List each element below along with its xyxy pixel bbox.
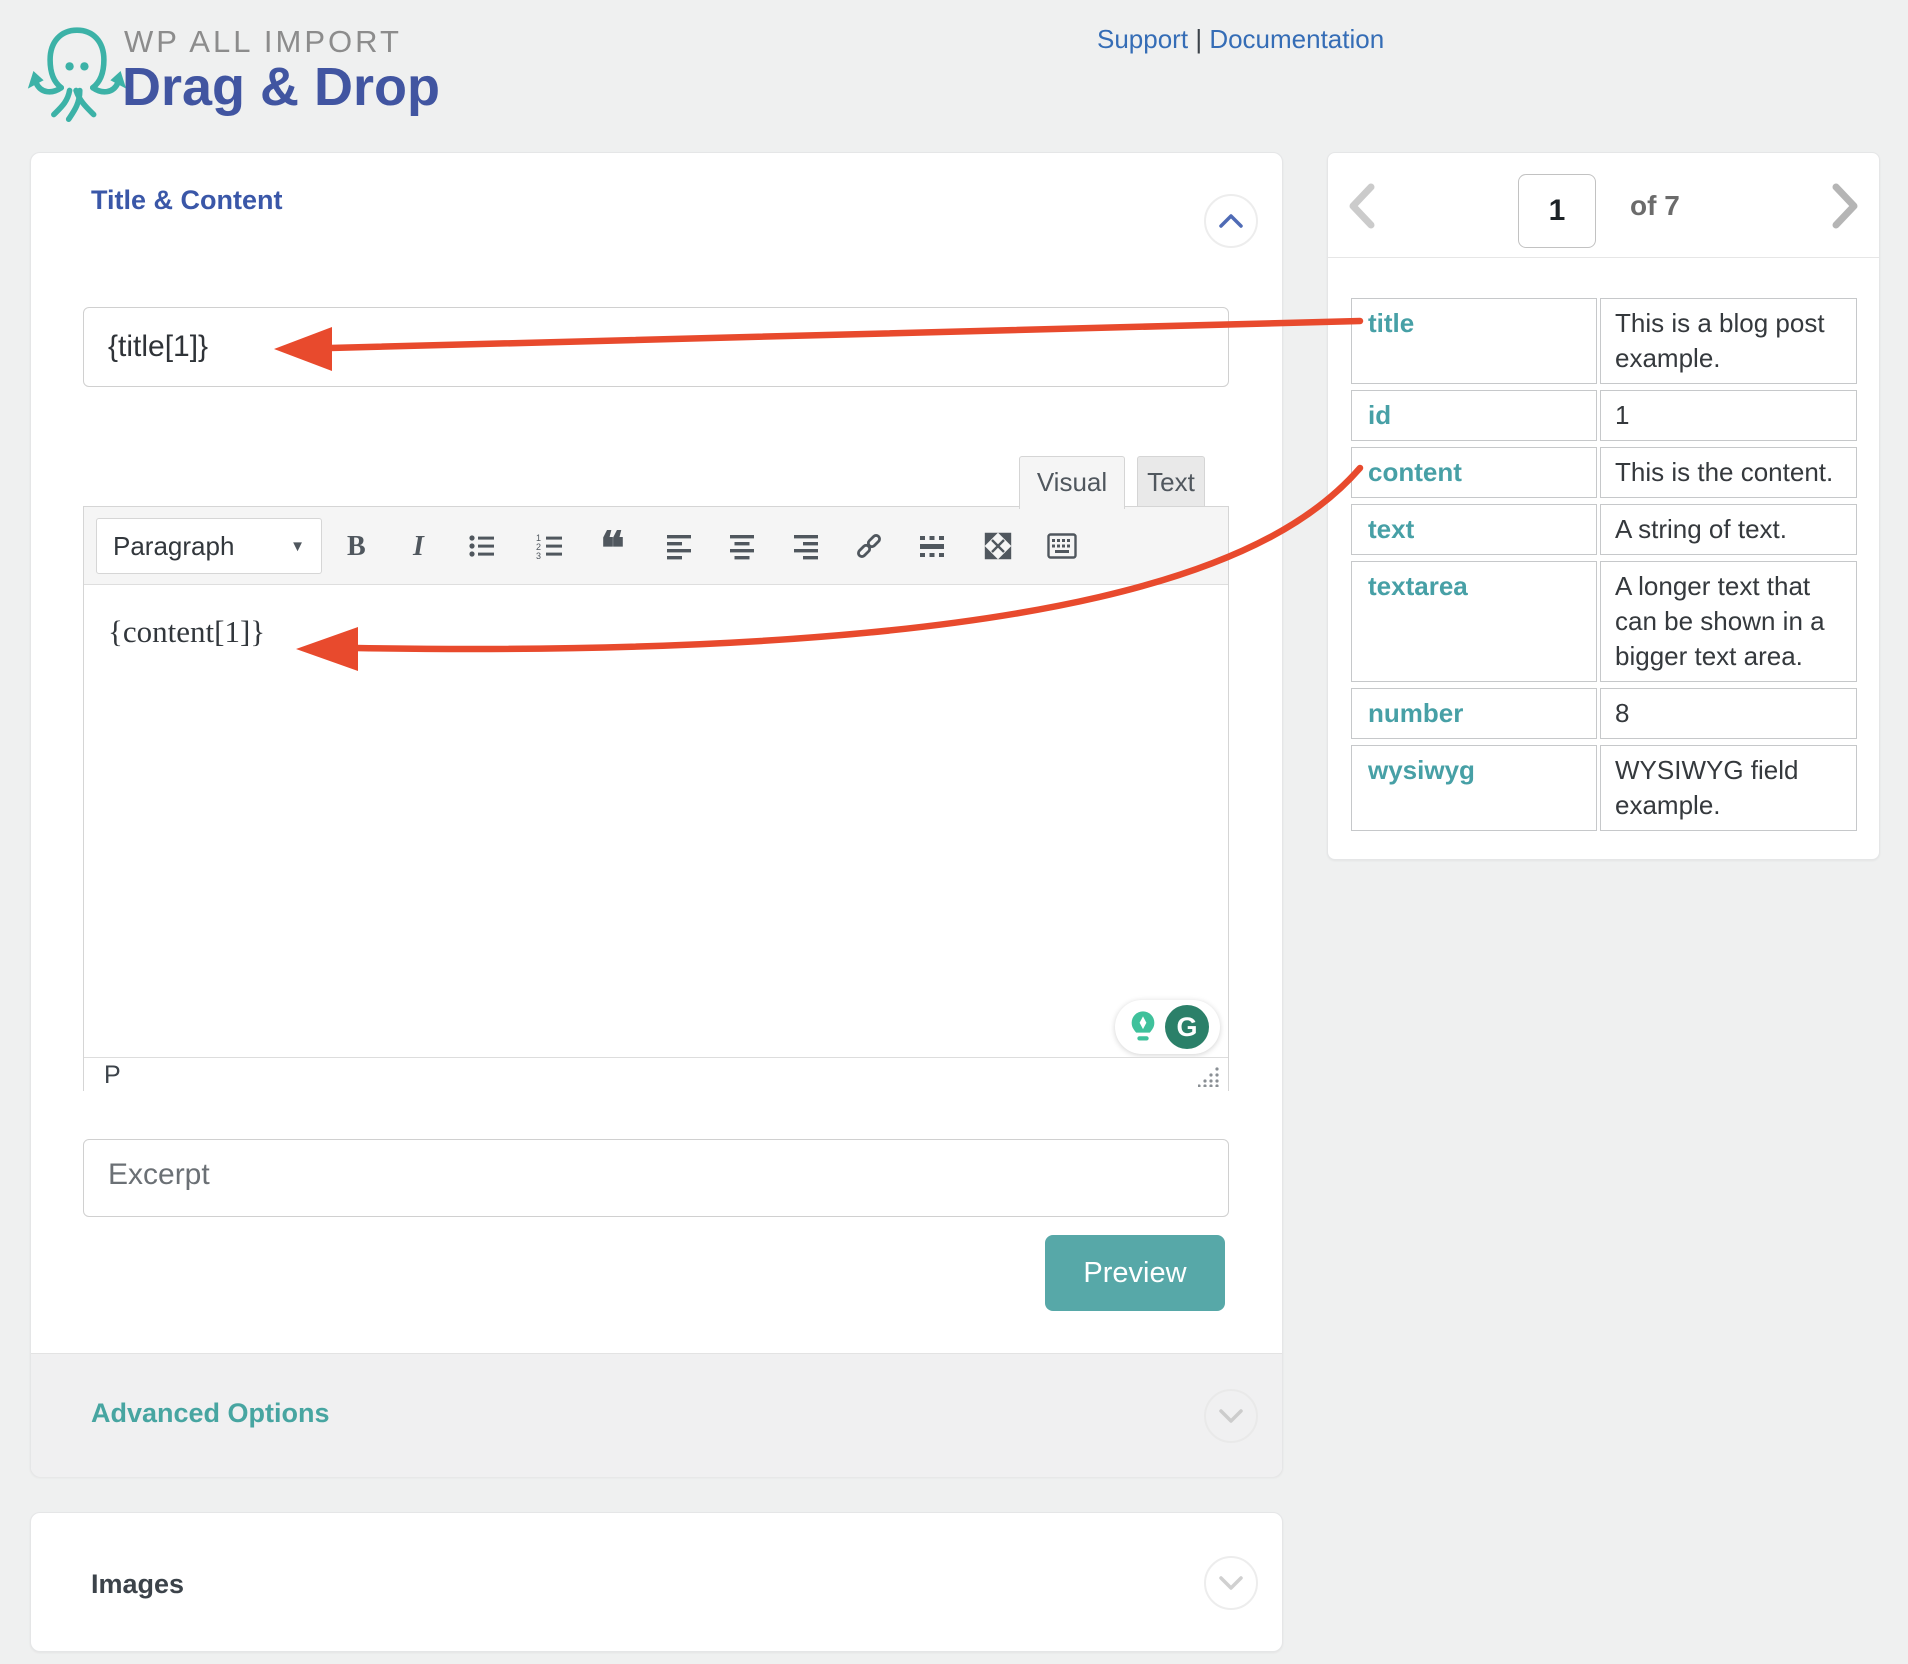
record-fields-table: title This is a blog post example. id 1 … (1351, 298, 1857, 837)
brand-name: WP ALL IMPORT (124, 24, 402, 59)
align-right-button[interactable] (784, 521, 828, 571)
table-row[interactable]: wysiwyg WYSIWYG field example. (1351, 745, 1857, 831)
field-value: 8 (1600, 688, 1857, 739)
excerpt-input[interactable] (83, 1139, 1229, 1217)
link-divider: | (1195, 24, 1203, 54)
field-value: This is a blog post example. (1600, 298, 1857, 384)
toolbar-toggle-icon (1047, 533, 1077, 559)
numbered-list-button[interactable]: 1 2 3 (528, 521, 572, 571)
post-title-input[interactable] (83, 307, 1229, 387)
wysiwyg-editor: Paragraph ▼ B I 1 (83, 506, 1229, 1091)
chevron-down-icon: ▼ (290, 537, 305, 555)
grammarly-icon: G (1165, 1005, 1209, 1049)
italic-icon: I (412, 531, 425, 561)
bulleted-list-icon (469, 535, 494, 557)
grammarly-widget[interactable]: G (1115, 1000, 1220, 1054)
table-row[interactable]: textarea A longer text that can be shown… (1351, 561, 1857, 682)
table-row[interactable]: id 1 (1351, 390, 1857, 441)
tab-visual[interactable]: Visual (1019, 456, 1125, 509)
advanced-options-section: Advanced Options (31, 1353, 1282, 1477)
field-name: text (1351, 504, 1597, 555)
svg-text:❝: ❝ (600, 530, 625, 562)
element-path: P (104, 1061, 121, 1089)
record-total-label: of 7 (1630, 190, 1680, 221)
table-row[interactable]: text A string of text. (1351, 504, 1857, 555)
field-name: textarea (1351, 561, 1597, 682)
align-right-icon (794, 535, 818, 560)
documentation-link[interactable]: Documentation (1209, 24, 1385, 54)
insert-more-tag-icon (920, 536, 944, 557)
svg-text:I: I (412, 531, 425, 561)
field-value: This is the content. (1600, 447, 1857, 498)
header-links: Support | Documentation (1097, 24, 1384, 55)
align-left-button[interactable] (657, 521, 701, 571)
toolbar-toggle-button[interactable] (1040, 521, 1084, 571)
page-title: Drag & Drop (122, 57, 441, 117)
field-value: 1 (1600, 390, 1857, 441)
record-pagination: of 7 (1328, 153, 1879, 258)
title-content-panel: Title & Content Visual Text Paragraph ▼ … (30, 152, 1283, 1477)
field-name: content (1351, 447, 1597, 498)
italic-button[interactable]: I (397, 521, 441, 571)
blockquote-icon: ❝ (600, 530, 625, 562)
previous-record-icon[interactable] (1346, 183, 1376, 229)
chevron-down-icon (1219, 1409, 1243, 1423)
table-row[interactable]: title This is a blog post example. (1351, 298, 1857, 384)
field-name: id (1351, 390, 1597, 441)
expand-images-button[interactable] (1204, 1556, 1258, 1610)
field-name: wysiwyg (1351, 745, 1597, 831)
align-center-icon (730, 535, 754, 560)
expand-advanced-options-button[interactable] (1204, 1389, 1258, 1443)
field-value: WYSIWYG field example. (1600, 745, 1857, 831)
section-heading: Title & Content (91, 185, 283, 215)
collapse-section-button[interactable] (1204, 194, 1258, 248)
chevron-up-icon (1219, 214, 1243, 228)
post-content-editor[interactable]: {content[1]} (84, 586, 1228, 1057)
field-value: A string of text. (1600, 504, 1857, 555)
resize-handle[interactable] (1198, 1067, 1220, 1087)
images-heading: Images (91, 1569, 185, 1599)
blockquote-button[interactable]: ❝ (594, 521, 638, 571)
octopus-logo-icon (27, 27, 127, 122)
chevron-down-icon (1219, 1576, 1243, 1590)
support-link[interactable]: Support (1097, 24, 1189, 54)
field-value: A longer text that can be shown in a big… (1600, 561, 1857, 682)
grammarly-suggestion-bulb-icon (1131, 1011, 1155, 1041)
preview-button[interactable]: Preview (1045, 1235, 1225, 1311)
fullscreen-button[interactable] (976, 521, 1020, 571)
align-center-button[interactable] (720, 521, 764, 571)
advanced-options-heading: Advanced Options (91, 1398, 330, 1428)
field-name: title (1351, 298, 1597, 384)
editor-toolbar: Paragraph ▼ B I 1 (84, 507, 1228, 585)
images-panel: Images (30, 1512, 1283, 1652)
table-row[interactable]: number 8 (1351, 688, 1857, 739)
svg-text:B: B (347, 531, 366, 561)
link-icon (857, 534, 881, 558)
bold-icon: B (347, 531, 366, 561)
link-button[interactable] (847, 521, 891, 571)
table-row[interactable]: content This is the content. (1351, 447, 1857, 498)
svg-text:3: 3 (536, 551, 541, 560)
paragraph-format-select[interactable]: Paragraph ▼ (96, 518, 322, 574)
insert-more-tag-button[interactable] (910, 521, 954, 571)
next-record-icon[interactable] (1831, 183, 1861, 229)
field-name: number (1351, 688, 1597, 739)
numbered-list-icon: 1 2 3 (536, 533, 562, 560)
editor-statusbar: P (84, 1057, 1228, 1091)
record-number-input[interactable] (1518, 174, 1596, 248)
bulleted-list-button[interactable] (460, 521, 504, 571)
bold-button[interactable]: B (334, 521, 378, 571)
paragraph-format-label: Paragraph (113, 530, 235, 561)
fullscreen-icon (984, 532, 1012, 560)
import-record-panel: of 7 title This is a blog post example. … (1327, 152, 1880, 860)
align-left-icon (667, 535, 691, 560)
tab-text[interactable]: Text (1137, 456, 1205, 508)
